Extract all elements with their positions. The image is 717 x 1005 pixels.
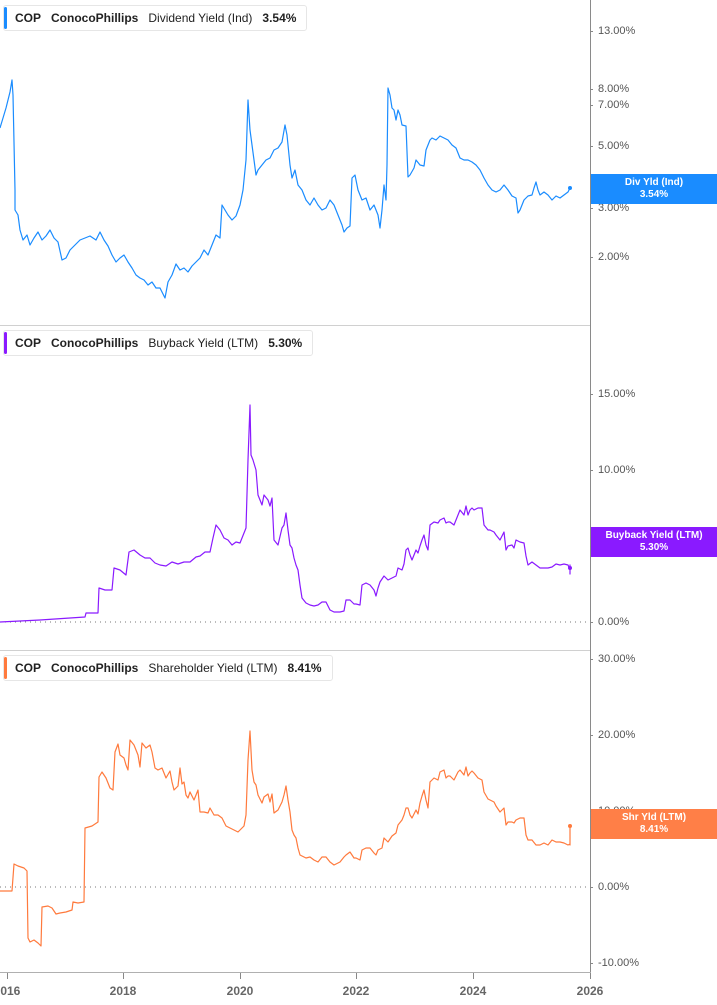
badge-value: 3.54% [639, 189, 669, 200]
x-tick-label: 2026 [576, 984, 604, 998]
last-point-marker [568, 566, 572, 570]
y-tick-label: 0.00% [590, 881, 629, 893]
x-tick-label: 2020 [226, 984, 254, 998]
last-value-badge-dividend: Div Yld (Ind) 3.54% [591, 174, 717, 204]
ticker: COP [15, 336, 42, 350]
shareholder-yield-line [0, 730, 571, 947]
legend-dividend-yield[interactable]: COP ConocoPhillips Dividend Yield (Ind) … [3, 5, 308, 31]
last-point-marker [568, 186, 572, 190]
x-axis-line [0, 972, 591, 973]
x-tick-mark [473, 973, 474, 979]
x-tick-label: 2022 [342, 984, 370, 998]
y-tick-label: 3.00% [590, 202, 629, 214]
metric-value: 8.41% [287, 661, 322, 675]
x-tick-mark [590, 973, 591, 979]
metric-name: Buyback Yield (LTM) [148, 336, 259, 350]
x-tick-mark [7, 973, 8, 979]
y-tick-label: 5.00% [590, 140, 629, 152]
x-tick-label: 2024 [459, 984, 487, 998]
x-tick-mark [123, 973, 124, 979]
last-point-marker [568, 824, 572, 828]
x-tick-mark [240, 973, 241, 979]
buyback-yield-line [0, 404, 571, 623]
company-name: ConocoPhillips [51, 11, 139, 25]
y-tick-label: -10.00% [590, 957, 639, 969]
series-color-swatch [4, 7, 7, 29]
metric-name: Shareholder Yield (LTM) [148, 661, 278, 675]
badge-value: 5.30% [639, 542, 669, 553]
dividend-yield-line [0, 79, 571, 299]
company-name: ConocoPhillips [51, 336, 139, 350]
y-tick-label: 8.00% [590, 83, 629, 95]
y-tick-label: 30.00% [590, 653, 635, 665]
y-tick-label: 15.00% [590, 388, 635, 400]
y-tick-label: 7.00% [590, 99, 629, 111]
badge-value: 8.41% [639, 824, 669, 835]
badge-label: Shr Yld (LTM) [621, 812, 687, 823]
x-tick-label: 2016 [0, 984, 21, 998]
badge-label: Div Yld (Ind) [624, 177, 684, 188]
y-axis-line [590, 0, 591, 972]
series-lines [0, 79, 572, 947]
metric-value: 5.30% [268, 336, 303, 350]
y-tick-label: 2.00% [590, 251, 629, 263]
y-tick-label: 13.00% [590, 25, 635, 37]
metric-name: Dividend Yield (Ind) [148, 11, 253, 25]
panel-separator-1 [0, 325, 590, 326]
legend-shareholder-yield[interactable]: COP ConocoPhillips Shareholder Yield (LT… [3, 655, 333, 681]
last-value-badge-buyback: Buyback Yield (LTM) 5.30% [591, 527, 717, 557]
last-value-badge-shareholder: Shr Yld (LTM) 8.41% [591, 809, 717, 839]
ticker: COP [15, 661, 42, 675]
badge-label: Buyback Yield (LTM) [605, 530, 703, 541]
ticker: COP [15, 11, 42, 25]
panel-separator-2 [0, 650, 590, 651]
series-color-swatch [4, 657, 7, 679]
y-tick-label: 20.00% [590, 729, 635, 741]
y-tick-label: 10.00% [590, 464, 635, 476]
series-color-swatch [4, 332, 7, 354]
x-tick-label: 2018 [109, 984, 137, 998]
y-tick-label: 0.00% [590, 616, 629, 628]
legend-buyback-yield[interactable]: COP ConocoPhillips Buyback Yield (LTM) 5… [3, 330, 314, 356]
metric-value: 3.54% [262, 11, 297, 25]
x-tick-mark [356, 973, 357, 979]
company-name: ConocoPhillips [51, 661, 139, 675]
